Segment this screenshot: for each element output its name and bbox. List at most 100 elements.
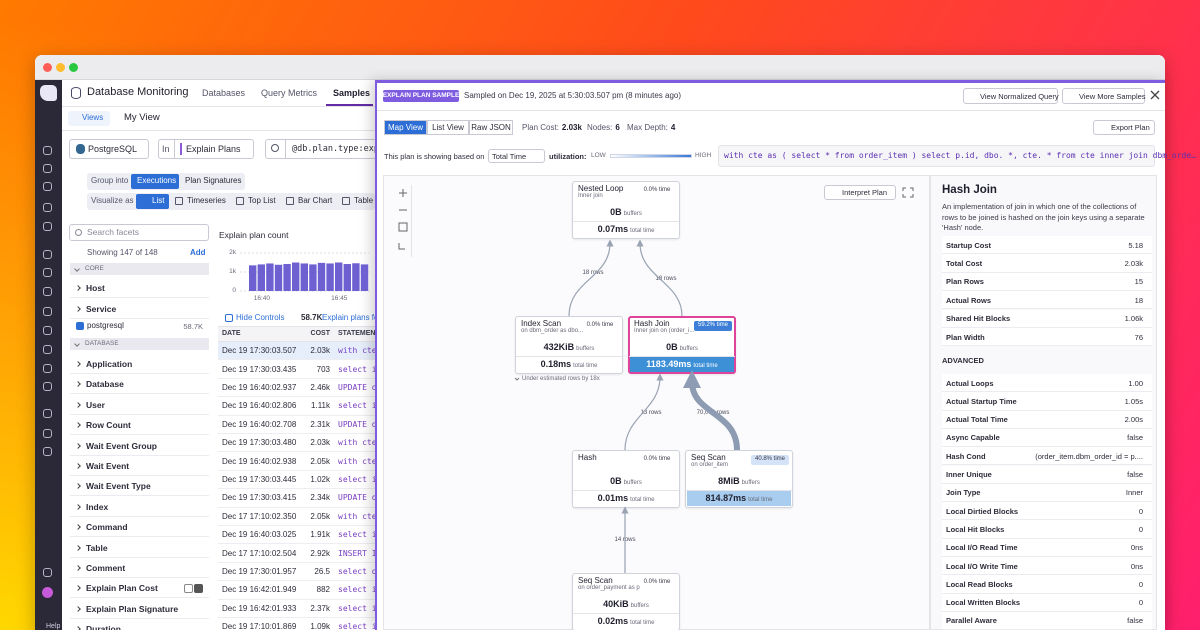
avatar[interactable] <box>42 587 53 598</box>
nav-icon[interactable] <box>43 409 52 418</box>
table-row[interactable] <box>218 508 375 526</box>
clear-icon[interactable] <box>194 584 203 593</box>
close-button[interactable] <box>1149 89 1161 103</box>
window-dot[interactable] <box>69 63 78 72</box>
facet-item[interactable]: Application <box>86 358 133 369</box>
facet-item[interactable]: Index <box>86 501 109 512</box>
dataset-dropdown[interactable] <box>158 139 254 159</box>
plan-node[interactable] <box>572 181 680 239</box>
checkbox[interactable] <box>76 322 84 330</box>
table-row[interactable] <box>218 581 375 600</box>
table-row[interactable] <box>218 526 375 545</box>
facet-item[interactable]: Explain Plan Signature <box>86 603 179 614</box>
nav-icon[interactable] <box>43 182 52 191</box>
table-row[interactable] <box>218 342 375 361</box>
nav-icon[interactable] <box>43 268 52 277</box>
panel-button-label[interactable]: View Normalized Query <box>980 91 1059 101</box>
facet-item[interactable]: User <box>86 399 105 410</box>
nav-icon[interactable] <box>43 382 52 391</box>
source-dropdown[interactable] <box>69 139 149 159</box>
facet-item[interactable]: Wait Event Group <box>86 440 157 451</box>
table-row[interactable] <box>218 471 375 490</box>
facet-item[interactable]: Service <box>86 303 117 314</box>
add-facet[interactable]: Add <box>190 248 206 258</box>
table-row[interactable] <box>218 416 375 434</box>
nav-icon[interactable] <box>43 250 52 259</box>
table-row[interactable] <box>218 360 375 379</box>
utilization-scale <box>610 154 692 158</box>
visualize-option[interactable]: Top List <box>248 196 276 206</box>
facet-item[interactable]: Wait Event <box>86 460 130 471</box>
facet-item[interactable]: Database <box>86 379 124 390</box>
nav-icon[interactable] <box>43 164 52 173</box>
view-tab[interactable] <box>469 120 513 135</box>
views-button[interactable] <box>68 111 110 126</box>
visualize-option[interactable]: Timeseries <box>187 196 226 206</box>
nav-icon[interactable] <box>43 447 52 456</box>
filter-icon[interactable] <box>184 584 193 593</box>
window-dot[interactable] <box>56 63 65 72</box>
nav-icon[interactable] <box>43 203 52 212</box>
detail-key: Hash Cond <box>946 451 986 461</box>
facet-item[interactable]: Duration <box>86 624 121 630</box>
node-pct-badge <box>751 455 789 465</box>
interpret-label[interactable]: Interpret Plan <box>842 188 888 197</box>
facet-item[interactable]: Command <box>86 522 128 533</box>
view-tab[interactable] <box>427 120 469 135</box>
export-label[interactable]: Export Plan <box>1111 123 1150 132</box>
nav-tab[interactable]: Query Metrics <box>261 87 318 98</box>
facet-search[interactable] <box>69 224 209 241</box>
plan-node[interactable] <box>572 573 680 630</box>
nav-icon[interactable] <box>43 287 52 296</box>
view-tab-label[interactable]: Raw JSON <box>471 122 511 132</box>
nav-icon[interactable] <box>43 146 52 155</box>
table-row[interactable] <box>218 600 375 618</box>
nav-icon[interactable] <box>43 364 52 373</box>
facet-item[interactable]: Table <box>86 542 108 553</box>
group-option[interactable]: Executions <box>137 176 177 186</box>
metric-label[interactable]: Total Time <box>492 151 527 161</box>
nav-icon[interactable] <box>43 222 52 231</box>
table-row[interactable] <box>218 397 375 416</box>
facet-item[interactable]: Row Count <box>86 420 131 431</box>
view-tab-label[interactable]: List View <box>432 122 464 132</box>
nav-tab[interactable]: Databases <box>202 87 246 98</box>
facet-item[interactable]: Explain Plan Cost <box>86 583 158 594</box>
interpret-button[interactable] <box>824 185 896 200</box>
window-dot[interactable] <box>43 63 52 72</box>
row-statement: select i <box>338 622 377 630</box>
nav-icon[interactable] <box>43 307 52 316</box>
group-option[interactable]: Plan Signatures <box>185 176 242 186</box>
visualize-option[interactable]: Table <box>354 196 374 206</box>
plan-node[interactable] <box>572 450 680 508</box>
facet-item[interactable]: Host <box>86 282 105 293</box>
help-link[interactable]: Help <box>46 622 61 630</box>
nav-icon[interactable] <box>43 326 52 335</box>
table-row[interactable] <box>218 489 375 508</box>
node-buffers: 0B buffers <box>610 206 642 217</box>
nav-icon[interactable] <box>43 429 52 438</box>
visualize-option[interactable]: List <box>152 196 165 206</box>
nav-icon[interactable] <box>43 345 52 354</box>
visualize-option[interactable]: Bar Chart <box>298 196 333 206</box>
plan-node[interactable] <box>515 316 623 374</box>
hide-controls[interactable]: Hide Controls <box>236 313 285 323</box>
table-row[interactable] <box>218 563 375 582</box>
nav-tab[interactable]: Samples <box>333 87 371 98</box>
panel-button-label[interactable]: View More Samples <box>1079 91 1146 101</box>
panel-button[interactable] <box>1062 88 1145 104</box>
view-tab-label[interactable]: Map View <box>388 122 423 132</box>
metric-select[interactable] <box>488 149 545 163</box>
table-row[interactable] <box>218 452 375 471</box>
export-button[interactable] <box>1093 120 1155 135</box>
facet-item[interactable]: Comment <box>86 562 126 573</box>
facet-item[interactable]: Wait Event Type <box>86 481 151 492</box>
group-selected[interactable] <box>131 174 179 189</box>
view-tab[interactable] <box>384 120 427 135</box>
panel-button[interactable] <box>963 88 1058 104</box>
table-row[interactable] <box>218 544 375 563</box>
visualize-selected[interactable] <box>136 194 169 209</box>
table-row[interactable] <box>218 434 375 453</box>
table-row[interactable] <box>218 379 375 398</box>
nav-icon[interactable] <box>43 568 52 577</box>
